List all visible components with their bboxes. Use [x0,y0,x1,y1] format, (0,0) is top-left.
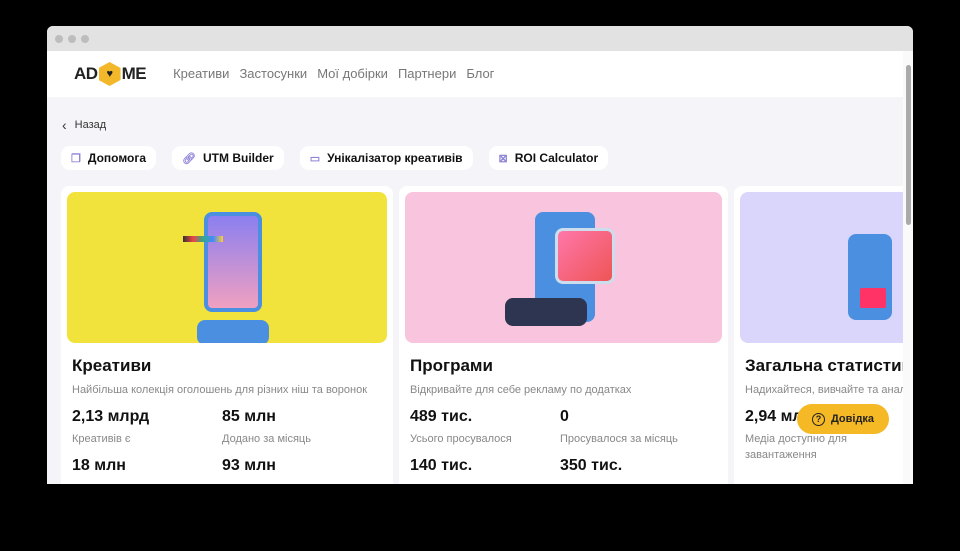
logo-text: AD [74,64,98,83]
card-subtitle: Надихайтеся, вивчайте та аналізуйте [745,384,913,396]
stat-value: 2,13 млрд [72,408,150,425]
stat-value: 140 тис. [410,457,473,474]
stat-value: 2,94 млн [745,408,813,425]
stat: 18 млн [72,457,222,475]
card-creatives[interactable]: Креативи Найбільша колекція оголошень дл… [61,186,393,484]
stat: 93 млн [222,457,372,475]
stat-label: Креативів є [72,433,131,445]
tool-chips: ❐ Допомога 🔗︎ UTM Builder ▭ Унікалізатор кр… [61,146,609,170]
stat-value: 350 тис. [560,457,623,474]
main-nav: Креативи Застосунки Мої добірки Партнери Бло… [173,65,504,83]
stat: 2,13 млрд Креативів є [72,408,222,447]
chip-label: Допомога [87,151,147,165]
stat-value: 489 тис. [410,408,473,425]
stat-label: Усього просувалося [410,433,512,445]
card-title: Загальна статистика [745,356,913,375]
back-label: Назад [74,119,107,131]
card-title: Програми [410,356,493,375]
card-apps[interactable]: Програми Відкривайте для себе рекламу по… [399,186,728,484]
stat-value: 0 [560,408,569,425]
stat: 0 Просувалося за місяць [560,408,710,447]
stat-label: Додано за місяць [222,433,311,445]
monitor-icon: ▭ [309,152,321,165]
calculator-icon: ⊠ [498,152,508,165]
link-icon: 🔗︎ [182,152,197,165]
question-icon: ? [811,412,825,426]
chip-uniqualizer[interactable]: ▭ Унікалізатор креативів [299,146,473,170]
chip-roi-calculator[interactable]: ⊠ ROI Calculator [488,146,609,170]
chip-label: UTM Builder [203,151,274,165]
maximize-dot[interactable] [81,34,89,43]
stat-label: Просувалося за місяць [560,433,678,445]
stat: 140 тис. [410,457,560,475]
stat: 350 тис. [560,457,710,475]
card-subtitle: Відкривайте для себе рекламу по додатках [410,384,632,396]
help-button[interactable]: ? Довідка [797,404,889,434]
back-link[interactable]: ‹ Назад [62,117,106,133]
nav-collections[interactable]: Мої добірки [317,66,388,81]
browser-window: AD ♥ ME Креативи Застосунки Мої добірки Партн… [47,26,913,484]
stat-label: Медіа доступно для завантаження [745,433,847,461]
stat-value: 18 млн [72,457,126,474]
stat: 85 млн Додано за місяць [222,408,372,447]
card-illustration [67,192,387,343]
card-illustration [405,192,722,343]
card-general-stats[interactable]: Загальна статистика Надихайтеся, вивчайт… [734,186,913,484]
chip-utm-builder[interactable]: 🔗︎ UTM Builder [172,146,284,170]
chip-label: Унікалізатор креативів [327,151,463,165]
logo-text: ME [121,64,147,83]
help-label: Довідка [830,413,875,425]
scrollbar[interactable] [903,51,913,484]
card-subtitle: Найбільша колекція оголошень для різних … [72,384,368,396]
chat-icon: ❐ [71,152,81,165]
heart-icon: ♥ [98,62,121,86]
minimize-dot[interactable] [68,34,76,43]
nav-creatives[interactable]: Креативи [173,66,230,81]
stat-value: 85 млн [222,408,276,425]
title-bar [47,26,913,51]
header: AD ♥ ME Креативи Застосунки Мої добірки Партн… [47,51,913,97]
stat-value: 93 млн [222,457,276,474]
close-dot[interactable] [55,34,63,43]
chevron-left-icon: ‹ [62,117,67,133]
stat: 489 тис. Усього просувалося [410,408,560,447]
stat: 2,94 млн Медіа доступно для завантаження [745,408,865,463]
nav-blog[interactable]: Блог [466,66,495,81]
scrollbar-thumb[interactable] [906,65,911,225]
chip-help[interactable]: ❐ Допомога [61,146,157,170]
card-illustration [740,192,913,343]
card-title: Креативи [72,356,152,375]
chip-label: ROI Calculator [514,151,599,165]
nav-apps[interactable]: Застосунки [239,66,308,81]
logo[interactable]: AD ♥ ME [74,62,147,86]
nav-partners[interactable]: Партнери [397,66,457,81]
